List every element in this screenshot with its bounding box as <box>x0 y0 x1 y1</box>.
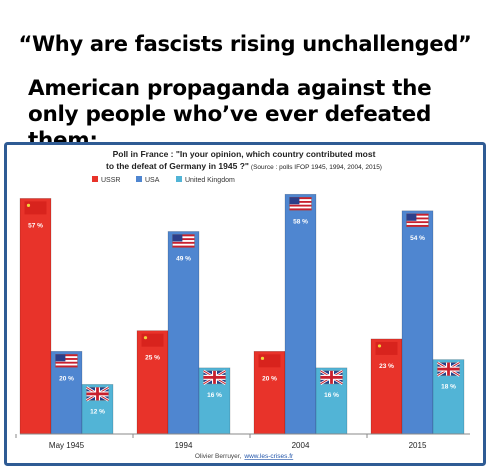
bar-usa-3 <box>401 210 434 435</box>
bar-uk-3-label: 18 % <box>441 384 456 391</box>
bar-usa-3-label: 54 % <box>410 235 425 242</box>
chart-bars: 57 % 20 % 12 % 25 % 49 % 16 % 20 % 58 % 16 % 23 %… <box>19 193 465 435</box>
bar-uk-2-label: 16 % <box>324 392 339 399</box>
poll-chart: Poll in France : "In your opinion, which… <box>4 142 486 466</box>
footer-author: Olivier Berruyer, <box>195 453 242 460</box>
bar-usa-2-label: 58 % <box>293 218 308 225</box>
bar-ussr-3-flag-field <box>375 341 398 355</box>
bar-usa-2-flag-stripe <box>289 208 312 211</box>
bar-uk-1-flag-red-h <box>203 375 226 379</box>
bar-ussr-1-label: 25 % <box>145 355 160 362</box>
legend-swatch-usa <box>136 176 142 182</box>
chart-title-line2: to the defeat of Germany in 1945 ?" (Sour… <box>106 161 382 171</box>
bar-ussr-2-flag-field <box>258 354 281 368</box>
bar-ussr-0-flag-emblem <box>26 203 31 207</box>
chart-title-question: to the defeat of Germany in 1945 ?" <box>106 161 249 171</box>
bar-usa-2 <box>284 193 317 435</box>
bar-usa-0-flag-stripe <box>55 361 78 364</box>
x-tick-label-1: 1994 <box>175 441 193 450</box>
bar-usa-0-flag <box>55 354 78 368</box>
bar-usa-0-flag-canton <box>55 354 66 362</box>
bar-usa-1-flag <box>172 234 195 248</box>
bar-ussr-0 <box>19 198 52 435</box>
bar-uk-2-flag <box>319 369 344 385</box>
bar-usa-0-label: 20 % <box>59 375 74 382</box>
bar-usa-1-flag-stripe <box>172 234 195 237</box>
legend-label-uk: United Kingdom <box>185 177 235 184</box>
bar-uk-1-flag <box>202 369 227 385</box>
bar-ussr-3-label: 23 % <box>379 363 394 370</box>
headline-title: “Why are fascists rising unchallenged” <box>18 32 472 56</box>
bar-ussr-2-flag-emblem <box>260 356 265 360</box>
bar-usa-3-flag-stripe <box>406 213 429 216</box>
legend-label-usa: USA <box>145 177 160 184</box>
chart-frame <box>4 142 486 466</box>
bar-usa-2-flag-stripe <box>289 200 312 203</box>
chart-legend: USSR USA United Kingdom <box>92 176 235 184</box>
bar-usa-0-flag-stripe <box>55 358 78 360</box>
bar-usa-1-flag-stripe <box>172 241 195 244</box>
bar-usa-1-flag-stripe <box>172 238 195 241</box>
footer-link[interactable]: www.les-crises.fr <box>243 453 294 460</box>
bar-usa-3-flag-canton <box>406 213 417 221</box>
x-tick-label-3: 2015 <box>409 441 427 450</box>
headline-subtitle: American propaganda against the only peo… <box>28 76 432 153</box>
bar-usa-3-flag-stripe <box>406 217 429 220</box>
chart-footer: Olivier Berruyer, www.les-crises.fr <box>195 453 294 460</box>
bar-ussr-1 <box>136 330 169 435</box>
bar-usa-3-flag <box>406 213 429 228</box>
legend-swatch-ussr <box>92 176 98 182</box>
bar-ussr-1-flag-emblem <box>143 336 148 340</box>
x-tick-label-2: 2004 <box>292 441 310 450</box>
bar-ussr-3-flag <box>375 341 398 355</box>
x-tick-label-0: May 1945 <box>49 441 85 450</box>
bar-ussr-3-flag-emblem <box>377 344 382 348</box>
chart-title-line1: Poll in France : "In your opinion, which… <box>113 149 376 159</box>
bar-usa-2-flag <box>289 197 312 211</box>
bar-uk-3-flag-red-h <box>437 367 460 371</box>
bar-uk-1-label: 16 % <box>207 392 222 399</box>
chart-source: (Source : polls IFOP 1945, 1994, 2004, 2… <box>251 164 382 171</box>
bar-usa-2-flag-canton <box>289 197 300 205</box>
bar-usa-1-flag-canton <box>172 234 183 242</box>
bar-uk-2-flag-red-h <box>320 375 343 379</box>
bar-ussr-0-label: 57 % <box>28 222 43 229</box>
bar-uk-0-flag-red-h <box>86 392 109 396</box>
bar-uk-0-flag <box>85 386 110 402</box>
legend-swatch-uk <box>176 176 182 182</box>
bar-ussr-2-label: 20 % <box>262 375 277 382</box>
bar-usa-3-flag-stripe <box>406 221 429 224</box>
bar-usa-0-flag-stripe <box>55 354 78 357</box>
bar-usa-1 <box>167 231 200 435</box>
bar-ussr-2-flag <box>258 354 281 368</box>
bar-usa-1-flag-stripe <box>172 245 195 248</box>
bar-usa-1-label: 49 % <box>176 255 191 262</box>
bar-usa-2-flag-stripe <box>289 197 312 200</box>
bar-ussr-0-flag-field <box>24 201 47 215</box>
bar-ussr-0-flag <box>24 201 47 215</box>
bar-ussr-1-flag <box>141 333 164 347</box>
bar-ussr-1-flag-field <box>141 333 164 347</box>
x-axis-ticks: May 1945 1994 2004 2015 <box>15 434 427 450</box>
legend-label-ussr: USSR <box>101 177 120 184</box>
bar-uk-3-flag <box>436 361 461 377</box>
bar-usa-2-flag-stripe <box>289 204 312 207</box>
bar-usa-0-flag-stripe <box>55 365 78 368</box>
bar-uk-0-label: 12 % <box>90 408 105 415</box>
bar-usa-3-flag-stripe <box>406 224 429 227</box>
